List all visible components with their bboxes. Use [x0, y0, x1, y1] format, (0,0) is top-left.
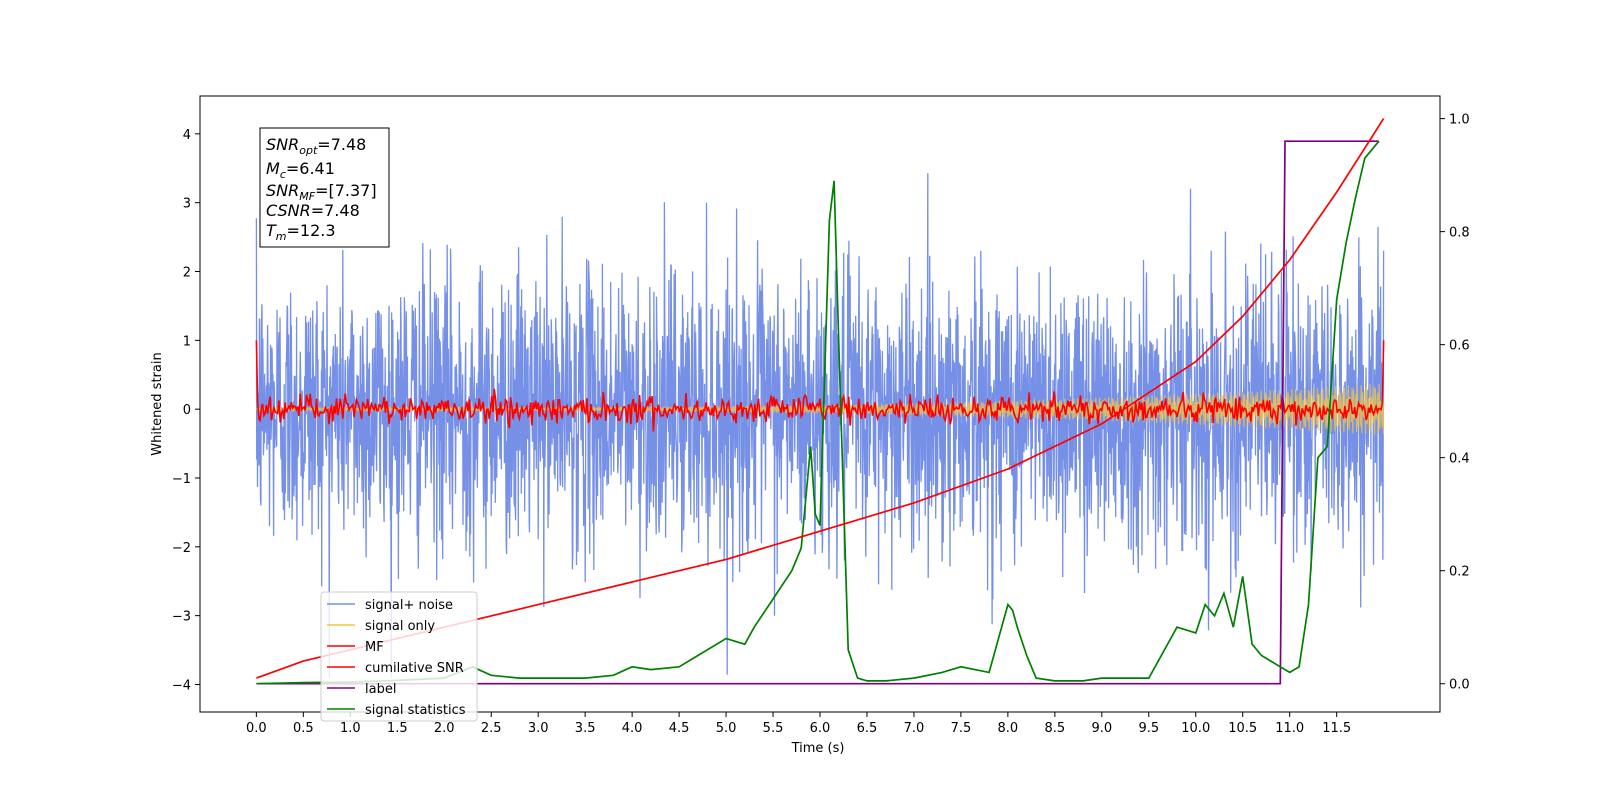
y-tick-label: 3	[183, 197, 191, 212]
x-tick-label: 1.0	[340, 721, 361, 736]
y-tick-label: 1	[183, 334, 191, 349]
x-tick-label: 3.5	[575, 721, 596, 736]
series-layer	[255, 118, 1385, 685]
y-axis-left: 4 3 2 1 0 −1 −2 −3 −4	[172, 128, 200, 693]
y-axis-right: 1.0 0.8 0.6 0.4 0.2 0.0	[1440, 113, 1470, 693]
y-tick-label: 2	[183, 266, 191, 281]
x-tick-label: 0.5	[293, 721, 314, 736]
y2-tick-label: 0.4	[1449, 452, 1470, 467]
y-tick-label: 4	[183, 128, 191, 143]
y-axis-label: Whitened strain	[150, 352, 165, 455]
legend-entry: signal only	[327, 619, 435, 634]
series-mf	[255, 340, 1385, 432]
x-tick-label: 6.0	[810, 721, 831, 736]
y-tick-label: −2	[172, 541, 191, 556]
x-tick-label: 10.0	[1181, 721, 1210, 736]
x-tick-label: 2.0	[434, 721, 455, 736]
x-axis: 0.0 0.5 1.0 1.5 2.0 2.5 3.0 3.5 4.0 4.5 5.0 5.5 6.0 6…	[246, 712, 1351, 736]
x-tick-label: 9.0	[1091, 721, 1112, 736]
x-tick-label: 7.0	[904, 721, 925, 736]
x-tick-label: 4.5	[669, 721, 690, 736]
legend-frame	[320, 591, 478, 722]
y2-tick-label: 1.0	[1449, 113, 1470, 128]
x-tick-label: 10.5	[1228, 721, 1257, 736]
legend-label: signal only	[365, 619, 435, 634]
x-tick-label: 5.5	[763, 721, 784, 736]
x-tick-label: 1.5	[387, 721, 408, 736]
legend-label: cumilative SNR	[365, 661, 464, 676]
legend: signal+ noise signal only MF cumilative …	[320, 591, 478, 722]
x-tick-label: 2.5	[481, 721, 502, 736]
legend-entry: label	[327, 682, 396, 697]
info-line-mc: Mc=6.41	[266, 159, 335, 181]
x-tick-label: 8.5	[1045, 721, 1066, 736]
info-line-csnr: CSNR=7.48	[266, 201, 360, 220]
y-tick-label: −1	[172, 472, 191, 487]
info-line-tm: Tm=12.3	[266, 221, 336, 243]
legend-label: signal+ noise	[365, 598, 453, 613]
series-signal-statistics	[256, 140, 1380, 685]
y-tick-label: 0	[183, 403, 191, 418]
y2-tick-label: 0.2	[1449, 565, 1470, 580]
x-tick-label: 3.0	[528, 721, 549, 736]
x-tick-label: 4.0	[622, 721, 643, 736]
info-line-snr-opt: SNRopt=7.48	[266, 135, 366, 157]
info-box: SNRopt=7.48 Mc=6.41 SNRMF=[7.37] CSNR=7.…	[259, 127, 390, 248]
x-tick-label: 6.5	[857, 721, 878, 736]
x-tick-label: 7.5	[951, 721, 972, 736]
legend-label: MF	[365, 640, 384, 655]
x-tick-label: 11.5	[1322, 721, 1351, 736]
legend-entry: MF	[327, 640, 384, 655]
x-tick-label: 5.0	[716, 721, 737, 736]
x-tick-label: 11.0	[1275, 721, 1304, 736]
info-box-frame	[259, 127, 390, 248]
legend-label: signal statistics	[365, 703, 466, 718]
y2-tick-label: 0.6	[1449, 339, 1470, 354]
legend-entry: signal statistics	[327, 703, 466, 718]
x-axis-label: Time (s)	[791, 741, 845, 756]
legend-label: label	[365, 682, 396, 697]
series-signal-noise	[255, 173, 1385, 678]
legend-entry: signal+ noise	[327, 598, 453, 613]
legend-entry: cumilative SNR	[327, 661, 464, 676]
y2-tick-label: 0.8	[1449, 226, 1470, 241]
series-label	[256, 140, 1379, 685]
x-tick-label: 0.0	[246, 721, 267, 736]
y-tick-label: −3	[172, 610, 191, 625]
y-tick-label: −4	[172, 678, 191, 693]
y2-tick-label: 0.0	[1449, 678, 1470, 693]
x-tick-label: 9.5	[1138, 721, 1159, 736]
info-line-snr-mf: SNRMF=[7.37]	[266, 181, 377, 203]
x-tick-label: 8.0	[998, 721, 1019, 736]
